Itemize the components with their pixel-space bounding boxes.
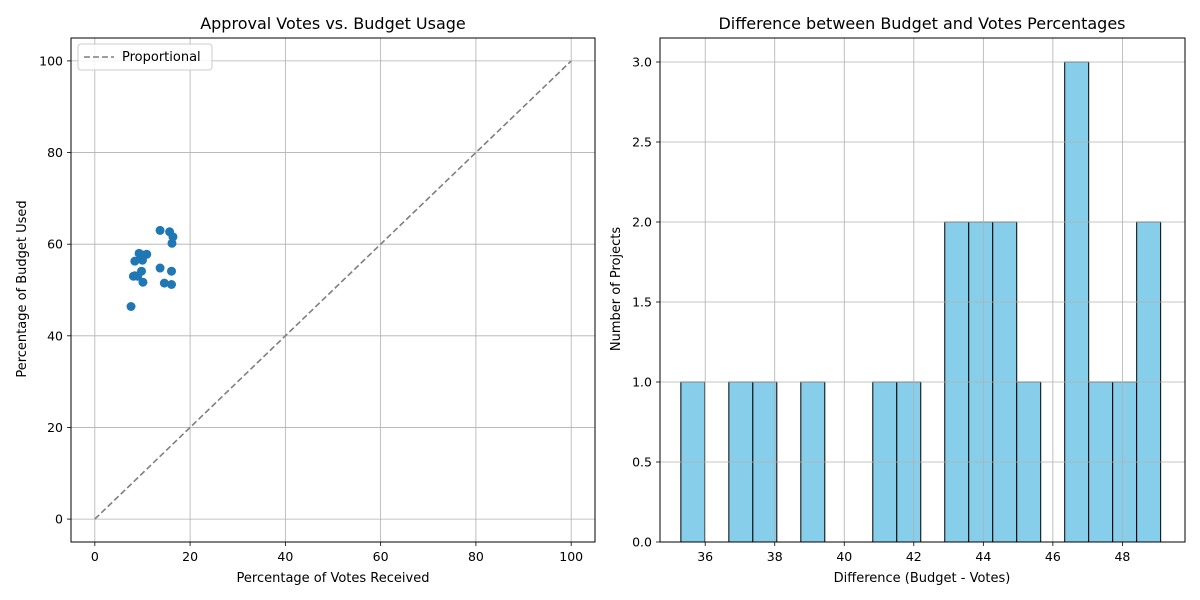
- histogram-title: Difference between Budget and Votes Perc…: [718, 14, 1125, 33]
- scatter-point: [142, 249, 152, 259]
- scatter-tick-label-x: 40: [277, 549, 293, 564]
- scatter-tick-label-x: 0: [91, 549, 99, 564]
- scatter-y-label: Percentage of Budget Used: [15, 200, 30, 377]
- scatter-panel: Approval Votes vs. Budget Usage Percenta…: [15, 14, 596, 586]
- scatter-tick-label-x: 60: [373, 549, 389, 564]
- histogram-tick-label-y: 2.5: [632, 135, 652, 150]
- histogram-tick-label-y: 0.0: [632, 535, 652, 550]
- histogram-tick-label-x: 46: [1045, 549, 1061, 564]
- scatter-point: [167, 266, 177, 276]
- histogram-tick-label-x: 42: [906, 549, 922, 564]
- proportional-reference-line: [94, 60, 572, 520]
- histogram-tick-label-x: 48: [1114, 549, 1130, 564]
- scatter-tick-label-y: 40: [47, 328, 63, 343]
- scatter-tick-label-y: 100: [39, 53, 63, 68]
- scatter-tick-label-x: 80: [468, 549, 484, 564]
- scatter-point: [155, 225, 165, 235]
- histogram-y-label: Number of Projects: [609, 227, 624, 351]
- scatter-point: [159, 278, 169, 288]
- scatter-point: [138, 277, 148, 287]
- legend-box: [77, 43, 213, 71]
- scatter-x-label: Percentage of Votes Received: [237, 571, 430, 586]
- histogram-tick-label-y: 2.0: [632, 215, 652, 230]
- histogram-tick-label-x: 38: [767, 549, 783, 564]
- scatter-tick-label-y: 80: [47, 145, 63, 160]
- histogram-tick-label-y: 1.5: [632, 295, 652, 310]
- scatter-title: Approval Votes vs. Budget Usage: [200, 14, 466, 33]
- histogram-grid: [660, 38, 1185, 543]
- scatter-point: [155, 263, 165, 273]
- scatter-ticks: 0 20 40 60 80 100 0 20 40 60 80 100: [39, 53, 583, 564]
- legend-entry-proportional: Proportional: [122, 50, 201, 65]
- histogram-tick-label-y: 1.0: [632, 375, 652, 390]
- scatter-tick-label-y: 0: [55, 512, 63, 527]
- scatter-series: [94, 60, 572, 520]
- histogram-tick-label-y: 0.5: [632, 455, 652, 470]
- histogram-tick-label-x: 40: [836, 549, 852, 564]
- histogram-x-label: Difference (Budget - Votes): [834, 571, 1011, 586]
- histogram-panel: Difference between Budget and Votes Perc…: [609, 14, 1186, 586]
- scatter-tick-label-x: 20: [182, 549, 198, 564]
- scatter-point: [137, 266, 147, 276]
- scatter-point: [126, 301, 136, 311]
- scatter-grid: [71, 38, 595, 542]
- scatter-tick-label-y: 20: [47, 420, 63, 435]
- scatter-legend: Proportional: [77, 43, 213, 71]
- scatter-axes-frame: [70, 37, 596, 543]
- histogram-tick-label-x: 44: [975, 549, 991, 564]
- histogram-axes-frame: [659, 37, 1186, 543]
- histogram-tick-label-y: 3.0: [632, 55, 652, 70]
- scatter-tick-label-x: 100: [559, 549, 583, 564]
- scatter-point: [167, 280, 177, 290]
- scatter-tick-label-y: 60: [47, 237, 63, 252]
- histogram-ticks: 36 38 40 42 44 46 48 0.0 0.5 1.0 1.5 2.0 2.5 3.0: [632, 55, 1130, 565]
- scatter-point: [168, 232, 178, 242]
- histogram-tick-label-x: 36: [697, 549, 713, 564]
